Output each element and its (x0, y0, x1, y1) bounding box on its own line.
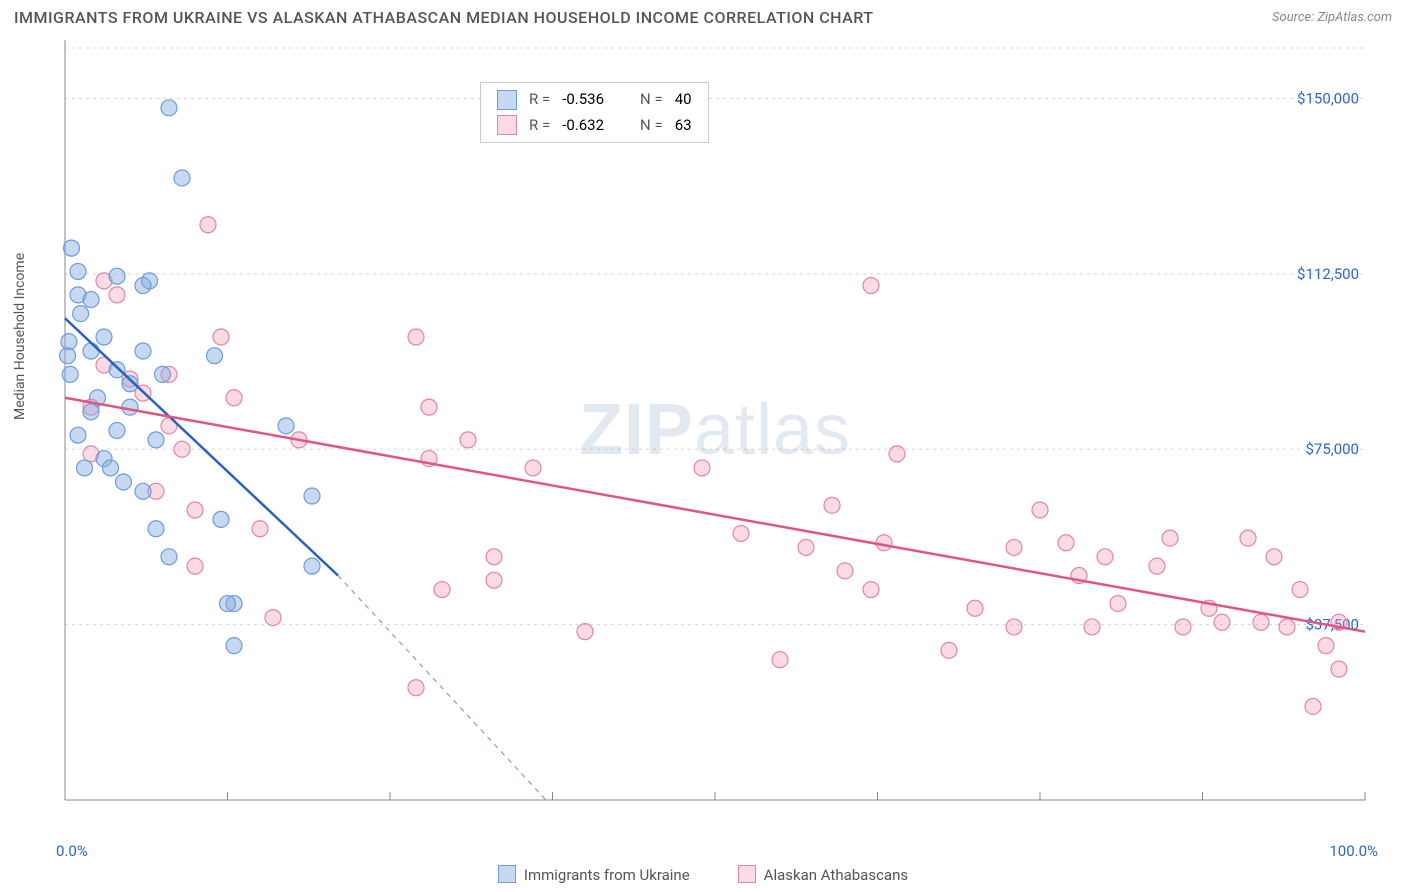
legend-row-pink: R = -0.632 N = 63 (497, 113, 692, 139)
legend-item-pink: Alaskan Athabascans (738, 865, 908, 884)
chart-area: $37,500$75,000$112,500$150,000 ZIPatlas … (50, 40, 1380, 820)
x-axis-max: 100.0% (1329, 842, 1378, 860)
svg-text:$112,500: $112,500 (1297, 265, 1359, 283)
source-credit: Source: ZipAtlas.com (1272, 10, 1392, 25)
source-link[interactable]: ZipAtlas.com (1317, 10, 1392, 25)
swatch-pink (497, 115, 517, 135)
scatter-plot: $37,500$75,000$112,500$150,000 (50, 40, 1380, 820)
chart-title: IMMIGRANTS FROM UKRAINE VS ALASKAN ATHAB… (14, 8, 874, 27)
series-legend: Immigrants from Ukraine Alaskan Athabasc… (0, 865, 1406, 884)
legend-item-blue: Immigrants from Ukraine (498, 865, 690, 884)
correlation-legend: R = -0.536 N = 40 R = -0.632 N = 63 (480, 82, 709, 143)
x-axis-min: 0.0% (56, 842, 88, 860)
svg-text:$150,000: $150,000 (1297, 89, 1359, 107)
svg-text:$75,000: $75,000 (1305, 440, 1359, 458)
y-axis-label: Median Household Income (12, 253, 28, 420)
swatch-blue (497, 90, 517, 110)
legend-row-blue: R = -0.536 N = 40 (497, 87, 692, 113)
